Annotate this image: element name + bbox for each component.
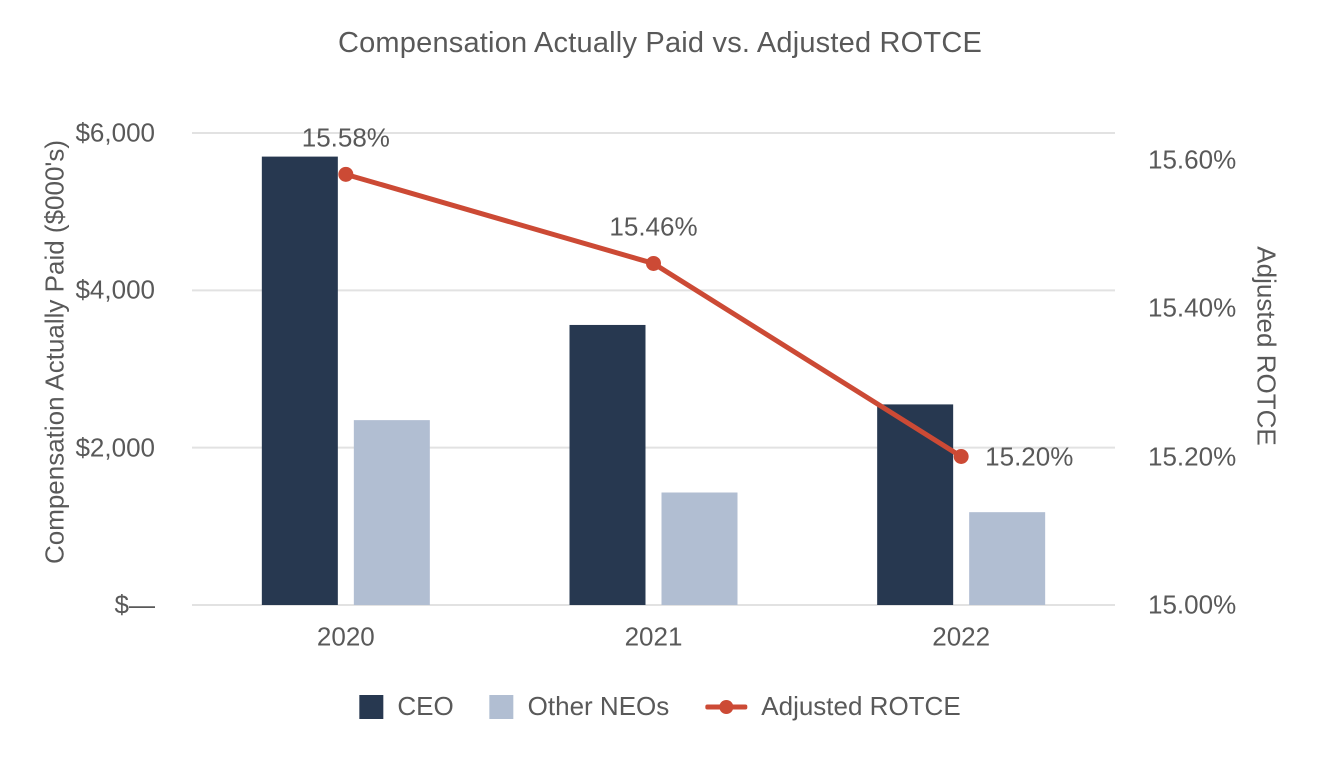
line-marker-2020: [338, 166, 354, 182]
bar-other-neos-2020: [353, 420, 430, 605]
line-marker-2021: [646, 255, 661, 271]
legend-label: CEO: [397, 691, 454, 721]
legend-label: Adjusted ROTCE: [761, 691, 961, 721]
y-axis-tick-right: 15.40%: [1148, 292, 1237, 323]
legend-label: Other NEOs: [527, 691, 670, 721]
point-label-2020: 15.58%: [301, 122, 390, 153]
point-label-2021: 15.46%: [609, 211, 698, 242]
y-axis-tick-left: $2,000: [75, 432, 155, 463]
line-marker-2022: [953, 449, 969, 464]
legend-swatch-other-neos: [489, 694, 514, 719]
legend-swatch-adjusted-rotce: [705, 695, 748, 719]
legend: CEO Other NEOs Adjusted ROTCE: [359, 691, 961, 722]
y-axis-tick-right: 15.00%: [1148, 589, 1237, 620]
legend-item-other-neos: Other NEOs: [489, 691, 670, 722]
bar-ceo-2022: [877, 404, 954, 605]
y-axis-tick-right: 15.20%: [1148, 441, 1237, 471]
chart-title: Compensation Actually Paid vs. Adjusted …: [337, 27, 983, 59]
y-axis-tick-left: $—: [114, 589, 155, 620]
right-axis-title: Adjusted ROTCE: [1251, 246, 1282, 446]
bar-other-neos-2021: [661, 492, 738, 605]
legend-line-dot: [719, 699, 734, 714]
legend-swatch-ceo: [359, 694, 384, 719]
y-axis-tick-left: $6,000: [75, 117, 155, 148]
legend-item-adjusted-rotce: Adjusted ROTCE: [705, 691, 961, 722]
bar-other-neos-2022: [969, 512, 1046, 605]
x-axis-tick-2022: 2022: [932, 621, 991, 652]
bar-ceo-2020: [261, 156, 338, 605]
x-axis-tick-2020: 2020: [316, 621, 375, 652]
bar-ceo-2021: [569, 324, 646, 605]
legend-item-ceo: CEO: [359, 691, 454, 722]
x-axis-tick-2021: 2021: [624, 621, 683, 652]
y-axis-tick-right: 15.60%: [1148, 144, 1237, 174]
y-axis-tick-left: $4,000: [75, 274, 155, 305]
point-label-2022: 15.20%: [985, 441, 1074, 471]
